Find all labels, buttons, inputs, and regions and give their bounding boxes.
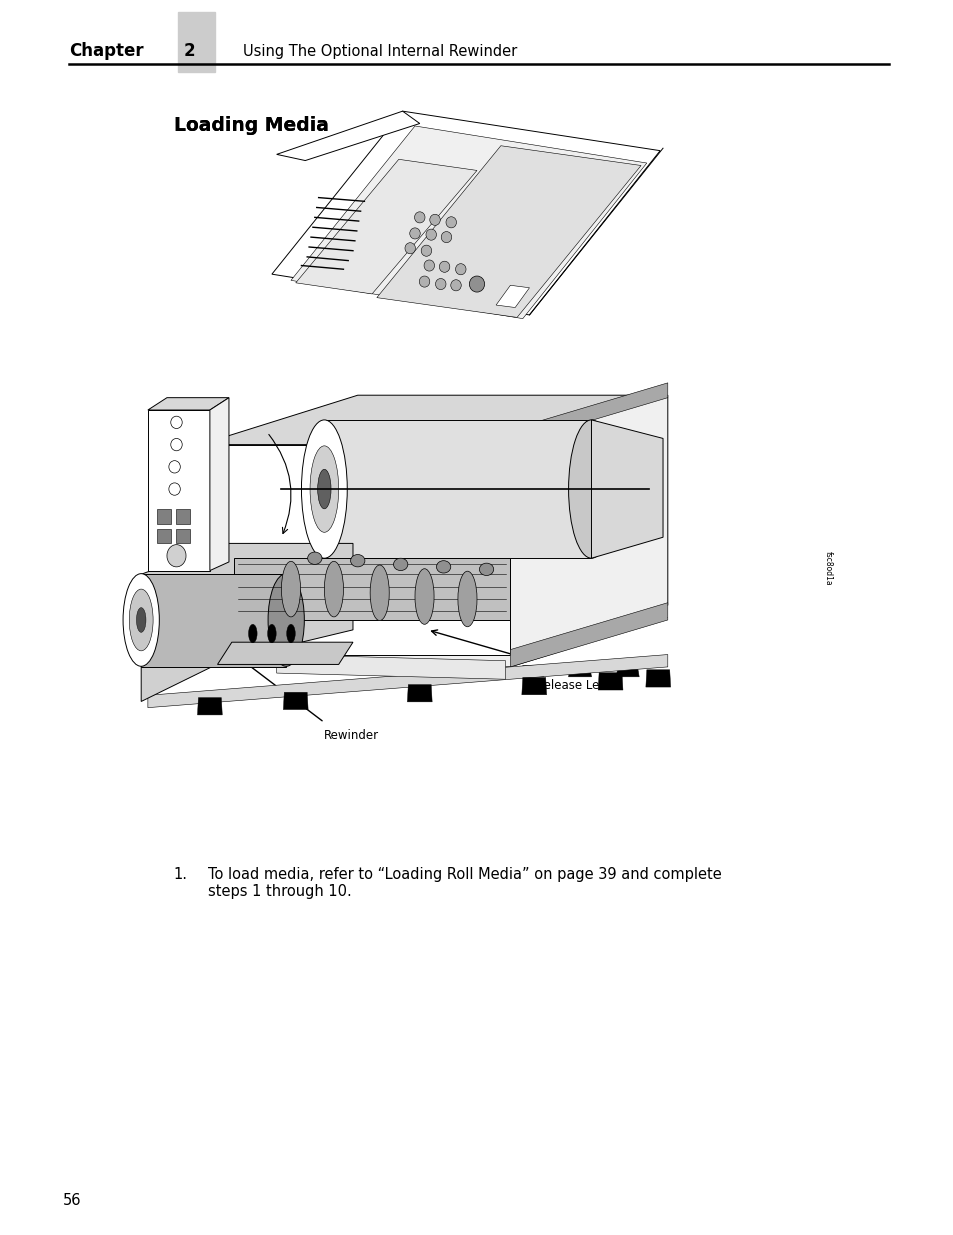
Ellipse shape bbox=[440, 231, 452, 242]
Polygon shape bbox=[276, 111, 419, 161]
Ellipse shape bbox=[404, 242, 416, 253]
Polygon shape bbox=[276, 655, 505, 679]
Text: Chapter: Chapter bbox=[69, 42, 143, 61]
Ellipse shape bbox=[435, 278, 446, 290]
Text: Rewinder
Release Lever: Rewinder Release Lever bbox=[536, 664, 618, 693]
Polygon shape bbox=[510, 603, 667, 667]
Polygon shape bbox=[200, 445, 510, 655]
Ellipse shape bbox=[436, 561, 450, 573]
Text: fsc8od1a: fsc8od1a bbox=[822, 551, 832, 585]
Text: Loading Media: Loading Media bbox=[173, 116, 328, 135]
Ellipse shape bbox=[267, 625, 275, 643]
Polygon shape bbox=[520, 666, 543, 677]
Ellipse shape bbox=[301, 420, 347, 558]
Text: 56: 56 bbox=[63, 1193, 81, 1208]
Ellipse shape bbox=[415, 568, 434, 625]
Ellipse shape bbox=[308, 552, 321, 564]
Polygon shape bbox=[200, 618, 667, 667]
Ellipse shape bbox=[469, 275, 484, 293]
Text: 2: 2 bbox=[183, 42, 194, 61]
Polygon shape bbox=[148, 655, 667, 708]
Polygon shape bbox=[210, 398, 229, 571]
Ellipse shape bbox=[438, 261, 450, 273]
Polygon shape bbox=[521, 678, 546, 695]
Ellipse shape bbox=[171, 438, 182, 451]
Ellipse shape bbox=[171, 416, 182, 429]
Ellipse shape bbox=[136, 608, 146, 632]
Ellipse shape bbox=[169, 461, 180, 473]
Polygon shape bbox=[141, 574, 286, 667]
Polygon shape bbox=[233, 558, 510, 620]
Ellipse shape bbox=[324, 561, 343, 618]
Ellipse shape bbox=[450, 280, 461, 291]
Ellipse shape bbox=[351, 555, 364, 567]
Polygon shape bbox=[407, 684, 432, 701]
Polygon shape bbox=[217, 642, 353, 664]
Ellipse shape bbox=[445, 217, 456, 228]
Ellipse shape bbox=[169, 483, 180, 495]
Bar bbox=[176, 529, 190, 543]
Ellipse shape bbox=[409, 227, 419, 240]
Ellipse shape bbox=[281, 561, 300, 618]
Polygon shape bbox=[568, 666, 591, 677]
Polygon shape bbox=[616, 666, 639, 677]
Bar bbox=[157, 509, 171, 524]
Ellipse shape bbox=[414, 212, 424, 224]
Ellipse shape bbox=[268, 573, 304, 667]
Ellipse shape bbox=[310, 446, 338, 532]
Polygon shape bbox=[510, 395, 667, 655]
Ellipse shape bbox=[419, 275, 430, 287]
Ellipse shape bbox=[167, 545, 186, 567]
Polygon shape bbox=[324, 420, 591, 558]
Ellipse shape bbox=[129, 589, 152, 651]
Polygon shape bbox=[496, 285, 529, 308]
Ellipse shape bbox=[457, 571, 476, 627]
Ellipse shape bbox=[568, 420, 614, 558]
Text: Rewinder: Rewinder bbox=[324, 729, 379, 742]
Polygon shape bbox=[283, 693, 308, 710]
Ellipse shape bbox=[423, 261, 435, 272]
Polygon shape bbox=[598, 673, 622, 690]
Ellipse shape bbox=[317, 469, 331, 509]
Polygon shape bbox=[591, 420, 662, 558]
Polygon shape bbox=[272, 111, 659, 315]
Text: Loading Media: Loading Media bbox=[173, 116, 328, 135]
Text: 1.: 1. bbox=[173, 867, 188, 882]
Polygon shape bbox=[200, 395, 667, 445]
Ellipse shape bbox=[455, 264, 465, 275]
Ellipse shape bbox=[479, 563, 494, 576]
Polygon shape bbox=[291, 126, 646, 319]
Ellipse shape bbox=[370, 566, 389, 620]
Polygon shape bbox=[197, 698, 222, 715]
Text: Using The Optional Internal Rewinder: Using The Optional Internal Rewinder bbox=[243, 43, 517, 59]
Bar bbox=[178, 12, 214, 72]
Bar bbox=[157, 529, 171, 543]
Polygon shape bbox=[376, 146, 640, 317]
Ellipse shape bbox=[248, 625, 256, 643]
Ellipse shape bbox=[425, 230, 436, 240]
Bar bbox=[176, 509, 190, 524]
Polygon shape bbox=[148, 398, 229, 410]
Ellipse shape bbox=[123, 573, 159, 667]
Polygon shape bbox=[645, 669, 670, 687]
Ellipse shape bbox=[393, 558, 408, 571]
Ellipse shape bbox=[429, 215, 439, 226]
Polygon shape bbox=[148, 410, 210, 571]
Polygon shape bbox=[510, 383, 667, 445]
Ellipse shape bbox=[286, 625, 295, 643]
Polygon shape bbox=[141, 543, 353, 701]
Ellipse shape bbox=[420, 245, 431, 257]
Polygon shape bbox=[295, 159, 476, 294]
Text: To load media, refer to “Loading Roll Media” on page 39 and complete
steps 1 thr: To load media, refer to “Loading Roll Me… bbox=[208, 867, 721, 899]
